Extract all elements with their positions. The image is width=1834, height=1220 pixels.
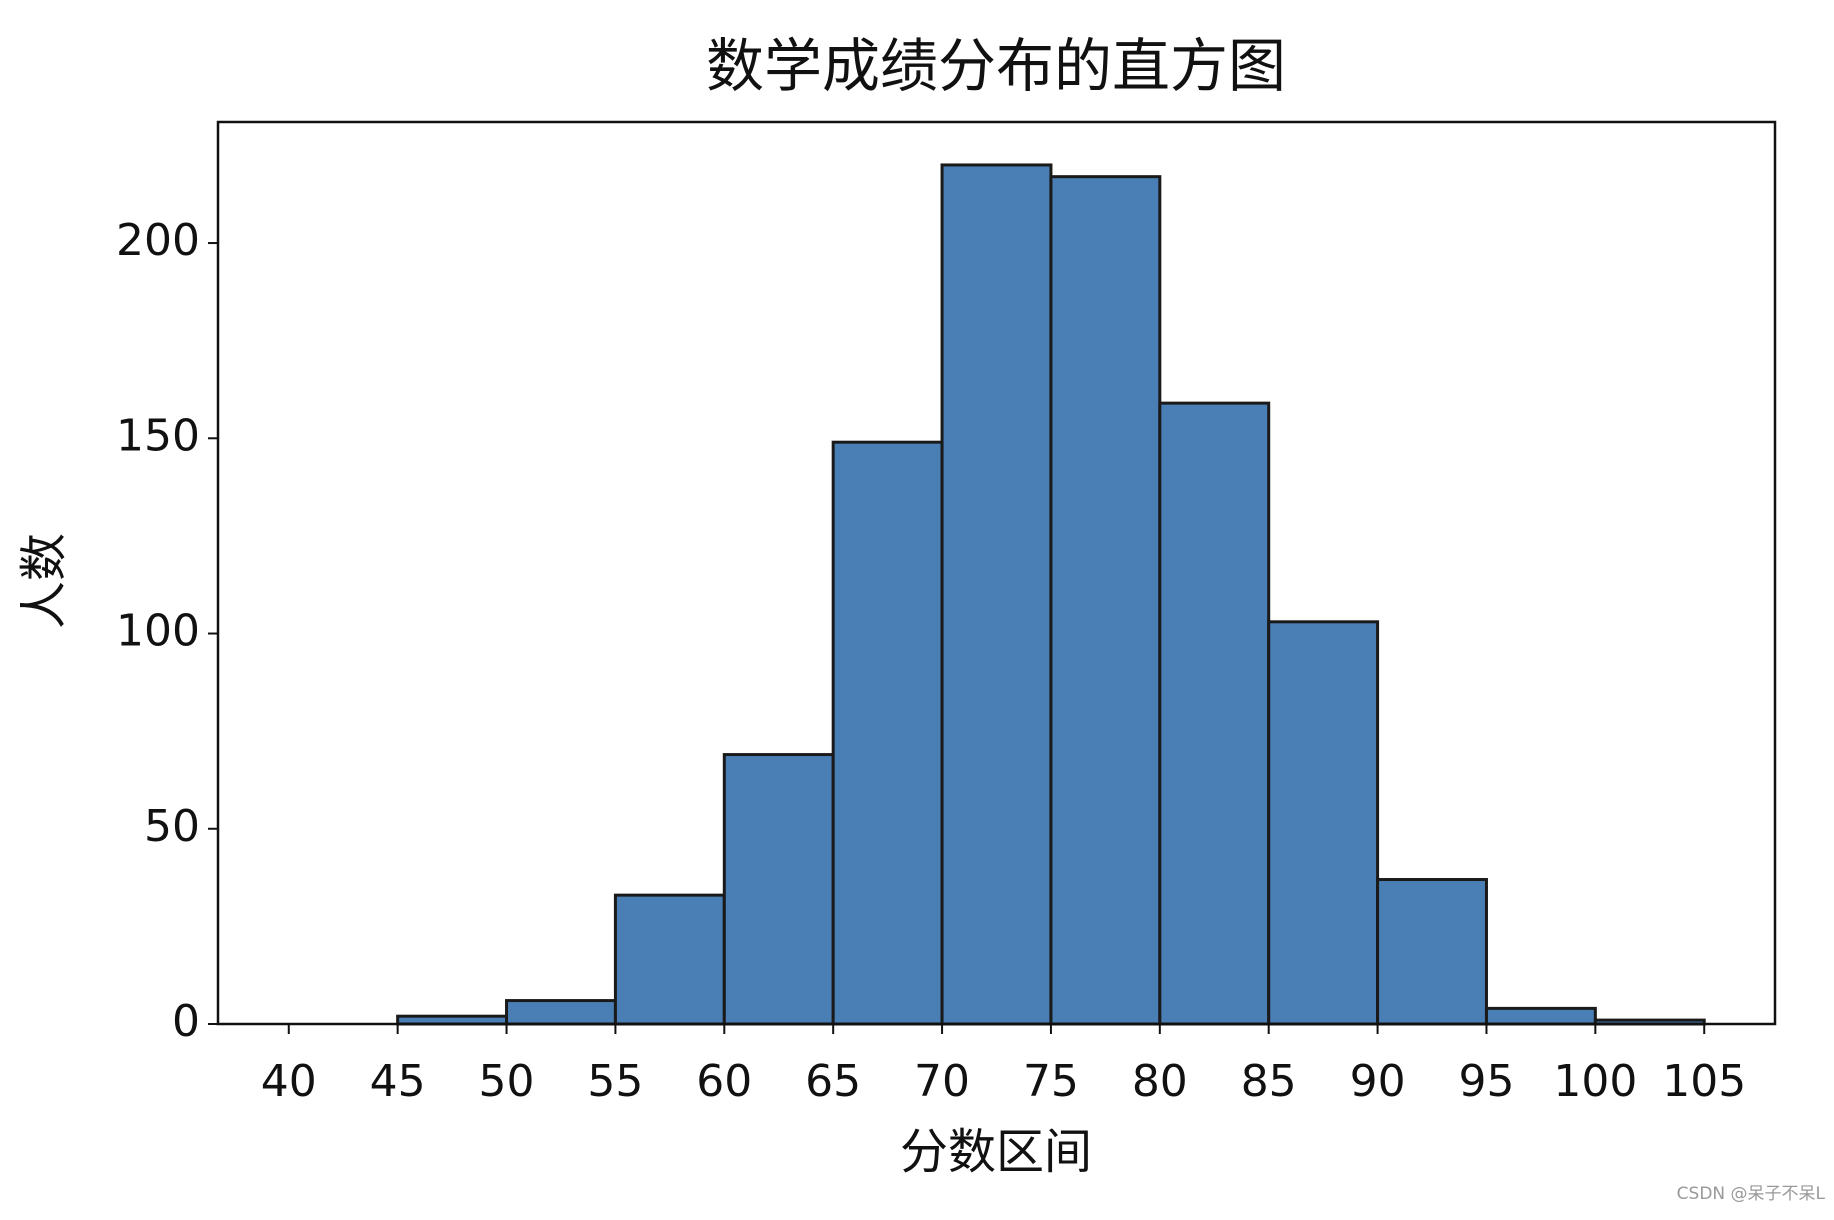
plot-frame (216, 120, 1777, 1026)
bar (940, 163, 1053, 1026)
y-tick-label: 150 (116, 410, 200, 461)
x-tick-label: 105 (1662, 1056, 1746, 1107)
watermark: CSDN @呆子不呆L (1677, 1184, 1826, 1204)
bar (1484, 1006, 1597, 1026)
bar (613, 893, 726, 1026)
x-tick-label: 100 (1553, 1056, 1637, 1107)
bar (1049, 175, 1162, 1026)
y-tick-label: 50 (144, 801, 200, 852)
x-tick-label: 80 (1132, 1056, 1188, 1107)
y-tick-label: 0 (172, 996, 200, 1047)
x-tick-label: 90 (1350, 1056, 1406, 1107)
bar (722, 753, 835, 1026)
x-tick-label: 45 (370, 1056, 426, 1107)
bar (1267, 620, 1380, 1026)
x-tick-label: 65 (805, 1056, 861, 1107)
x-axis-label: 分数区间 (900, 1124, 1092, 1180)
x-tick-label: 60 (696, 1056, 752, 1107)
bar (831, 440, 944, 1026)
bar (1158, 401, 1271, 1026)
y-tick-label: 200 (116, 215, 200, 266)
y-axis-label: 人数 (16, 533, 72, 629)
x-tick-label: 50 (479, 1056, 535, 1107)
x-tick-label: 75 (1023, 1056, 1079, 1107)
x-tick-label: 40 (261, 1056, 317, 1107)
x-tick-label: 95 (1458, 1056, 1514, 1107)
x-tick-label: 55 (587, 1056, 643, 1107)
bar (1376, 878, 1488, 1026)
y-tick-label: 100 (116, 606, 200, 657)
x-tick-label: 70 (914, 1056, 970, 1107)
chart-title: 数学成绩分布的直方图 (706, 32, 1286, 100)
bar (505, 999, 617, 1026)
x-tick-label: 85 (1241, 1056, 1297, 1107)
